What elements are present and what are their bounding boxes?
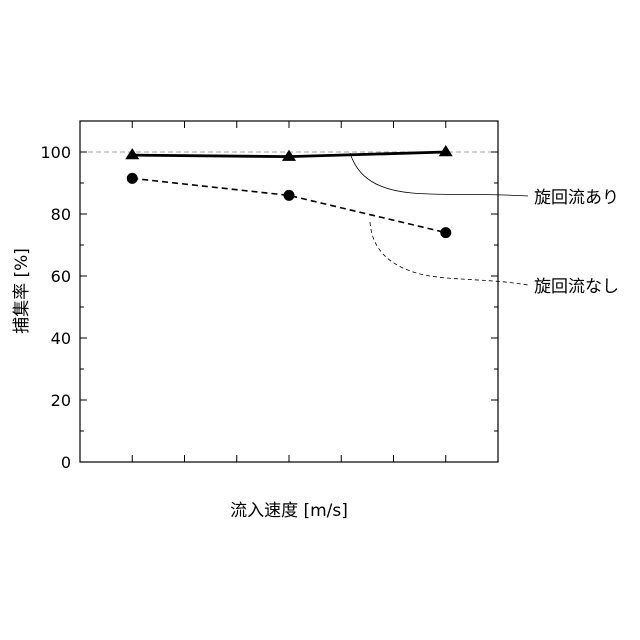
plot-frame xyxy=(80,121,498,462)
x-axis-ticks xyxy=(132,121,446,462)
y-tick-label: 40 xyxy=(51,329,71,348)
series-line-2 xyxy=(132,178,446,232)
y-tick-label: 60 xyxy=(51,267,71,286)
y-tick-label: 20 xyxy=(51,391,71,410)
y-axis-title: 捕集率 [%] xyxy=(12,248,32,334)
y-tick-label: 100 xyxy=(40,143,71,162)
legend-label-series-1: 旋回流あり xyxy=(534,188,619,208)
y-tick-label: 0 xyxy=(61,453,71,472)
legend-leader-line-series-1 xyxy=(350,153,528,196)
series-group xyxy=(125,145,453,238)
data-point-circle xyxy=(127,173,138,184)
data-point-circle xyxy=(284,190,295,201)
data-point-triangle xyxy=(125,148,139,159)
legend: 旋回流あり 旋回流なし xyxy=(350,153,619,297)
y-axis-ticks: 0 20 40 60 80 100 xyxy=(40,121,498,472)
y-tick-label: 80 xyxy=(51,205,71,224)
legend-label-series-2: 旋回流なし xyxy=(534,277,619,297)
x-axis-title: 流入速度 [m/s] xyxy=(230,501,348,521)
data-point-triangle xyxy=(439,145,453,156)
data-point-circle xyxy=(440,227,451,238)
